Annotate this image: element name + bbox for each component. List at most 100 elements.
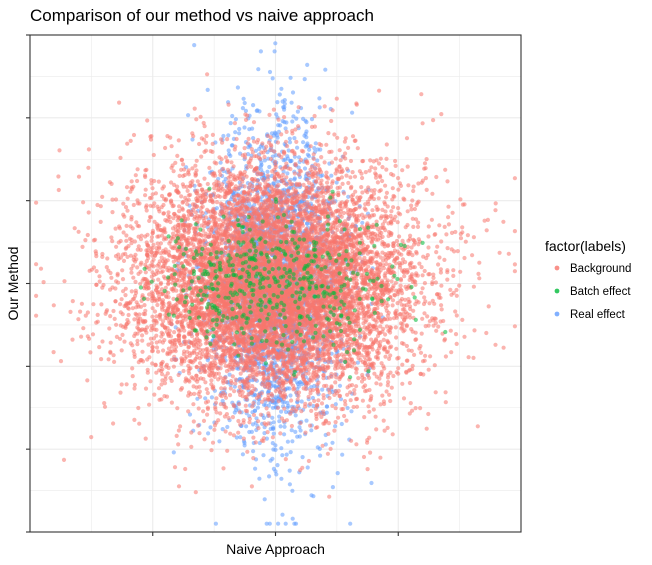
data-point	[279, 446, 284, 451]
data-point	[453, 332, 459, 337]
data-point	[287, 136, 292, 141]
data-point	[70, 299, 75, 304]
data-point	[318, 169, 324, 175]
data-point	[458, 236, 464, 241]
data-point	[58, 359, 64, 364]
data-point	[334, 180, 339, 185]
data-point	[298, 157, 304, 163]
data-point	[217, 217, 222, 222]
data-point	[446, 222, 451, 227]
data-point	[227, 152, 232, 157]
data-point	[280, 119, 285, 124]
data-point	[157, 259, 162, 264]
data-point	[279, 86, 284, 91]
data-point	[312, 146, 317, 151]
data-point	[386, 310, 391, 315]
data-point	[161, 348, 166, 353]
data-point	[339, 421, 344, 427]
data-point	[367, 409, 372, 414]
data-point	[305, 465, 310, 470]
data-point	[305, 143, 310, 148]
data-point	[275, 140, 280, 145]
data-point	[334, 96, 339, 101]
data-point	[295, 109, 300, 114]
data-point	[429, 217, 434, 222]
data-point	[271, 383, 276, 388]
data-point	[396, 176, 401, 181]
data-point	[214, 396, 219, 401]
data-point	[225, 137, 230, 142]
data-point	[194, 204, 199, 209]
data-point	[302, 166, 308, 171]
data-point	[355, 360, 360, 365]
data-point	[210, 132, 215, 137]
data-point	[277, 419, 282, 424]
data-point	[287, 468, 292, 473]
data-point	[348, 521, 353, 526]
data-point	[460, 225, 465, 230]
data-point	[312, 398, 317, 404]
data-point	[235, 85, 240, 90]
data-point	[108, 340, 113, 345]
data-point	[259, 167, 264, 172]
data-point	[423, 353, 428, 358]
data-point	[291, 114, 296, 119]
data-point	[493, 201, 498, 206]
data-point	[348, 398, 353, 403]
data-point	[288, 393, 293, 398]
data-point	[190, 137, 195, 142]
data-point	[129, 270, 134, 275]
data-point	[317, 96, 322, 101]
data-point	[275, 463, 280, 468]
data-point	[270, 415, 275, 420]
data-point	[261, 415, 267, 420]
data-point	[230, 374, 235, 379]
data-point	[120, 268, 125, 273]
data-points	[34, 41, 518, 526]
data-point	[288, 75, 293, 80]
data-point	[284, 120, 289, 125]
data-point	[302, 77, 307, 82]
data-point	[225, 158, 230, 163]
data-point	[257, 476, 262, 481]
data-point	[241, 436, 246, 441]
data-point	[396, 187, 401, 192]
data-point	[197, 431, 202, 436]
data-point	[315, 445, 320, 450]
data-point	[258, 49, 263, 54]
data-point	[268, 458, 273, 463]
data-point	[242, 100, 247, 106]
data-point	[294, 116, 299, 121]
data-point	[282, 400, 287, 405]
data-point	[298, 428, 303, 433]
data-point	[262, 158, 267, 163]
data-point	[333, 424, 338, 429]
data-point	[140, 349, 145, 354]
data-point	[275, 100, 280, 105]
data-point	[323, 442, 328, 447]
data-point	[145, 242, 150, 247]
data-point	[131, 296, 137, 301]
data-point	[207, 165, 212, 170]
data-point	[240, 106, 245, 111]
data-point	[249, 429, 254, 434]
data-point	[228, 121, 233, 126]
data-point	[267, 112, 272, 117]
data-point	[233, 407, 238, 413]
data-point	[333, 402, 338, 407]
plot-area	[26, 34, 522, 536]
data-point	[328, 446, 333, 451]
data-point	[297, 425, 302, 430]
data-point	[124, 238, 129, 243]
data-point	[282, 101, 287, 106]
data-point	[295, 397, 300, 402]
data-point	[131, 202, 136, 208]
data-point	[271, 181, 276, 186]
data-point	[271, 420, 276, 425]
data-point	[266, 403, 271, 408]
data-point	[149, 238, 154, 243]
data-point	[273, 41, 278, 46]
data-point	[265, 430, 270, 435]
data-point	[264, 521, 269, 526]
data-point	[282, 98, 287, 103]
